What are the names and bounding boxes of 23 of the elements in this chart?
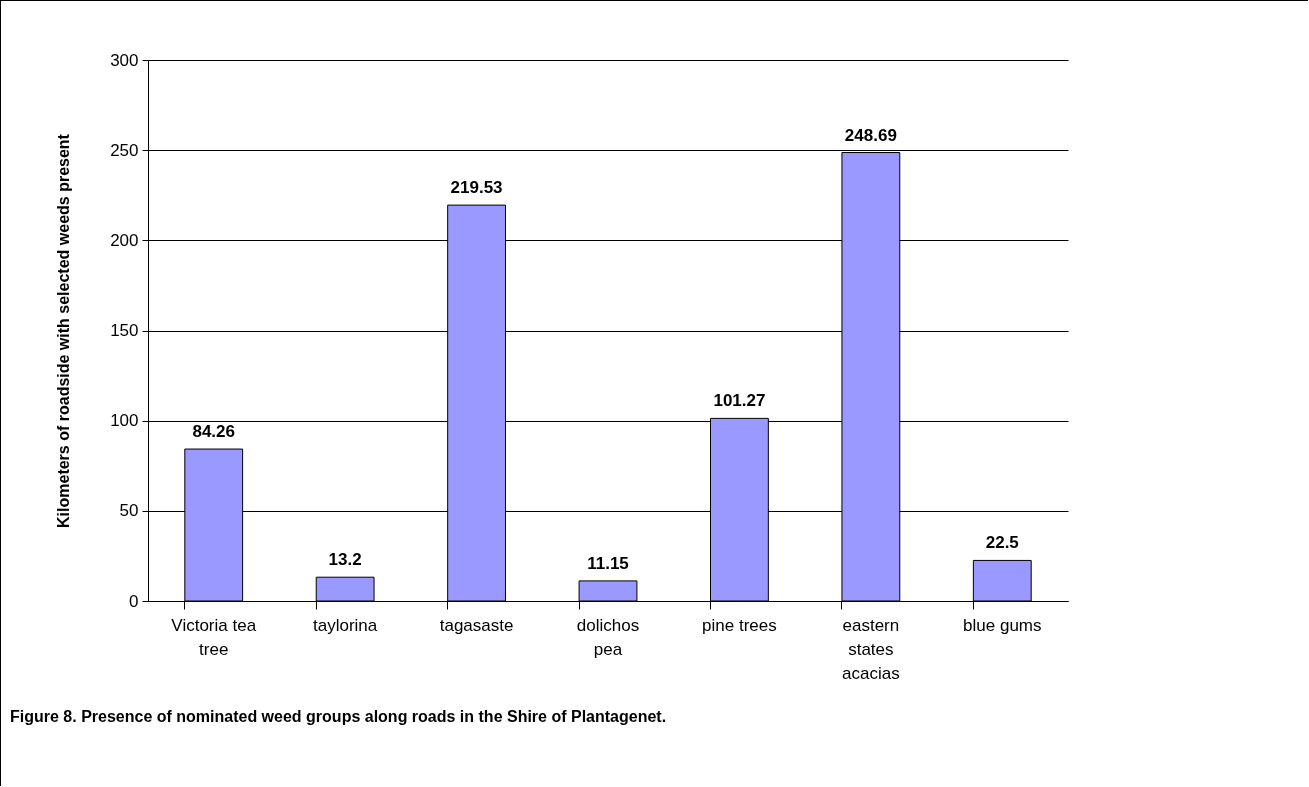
- x-tick-label: pine trees: [702, 615, 777, 635]
- data-label: 13.2: [328, 550, 362, 570]
- y-tick-label: 100: [110, 411, 139, 431]
- data-label: 248.69: [844, 125, 897, 145]
- data-label: 101.27: [713, 391, 766, 411]
- x-tick-label: dolichos pea: [576, 615, 640, 659]
- y-axis-title: Kilometers of roadside with selected weeds present: [55, 133, 73, 528]
- x-tick-label: blue gums: [963, 615, 1042, 635]
- data-label: 22.5: [985, 533, 1019, 553]
- y-tick-label: 250: [110, 140, 139, 160]
- data-label: 84.26: [192, 422, 235, 442]
- x-tick-label: Victoria tea tree: [171, 615, 257, 659]
- y-tick-label: 300: [110, 50, 139, 70]
- text: Figure 8. Presence of nominated weed groups along roads in the Shire of Plantagenet.: [10, 708, 667, 725]
- x-tick-label: tagasaste: [439, 615, 514, 635]
- y-tick-label: 0: [129, 591, 139, 611]
- y-tick-label: 50: [119, 501, 139, 521]
- x-tick-label: taylorina: [313, 615, 378, 635]
- data-label: 11.15: [587, 553, 629, 573]
- y-tick-label: 200: [110, 230, 139, 250]
- y-tick-label: 150: [110, 321, 139, 340]
- x-tick-label: eastern states acacias: [842, 615, 900, 683]
- data-label: 219.53: [450, 178, 503, 198]
